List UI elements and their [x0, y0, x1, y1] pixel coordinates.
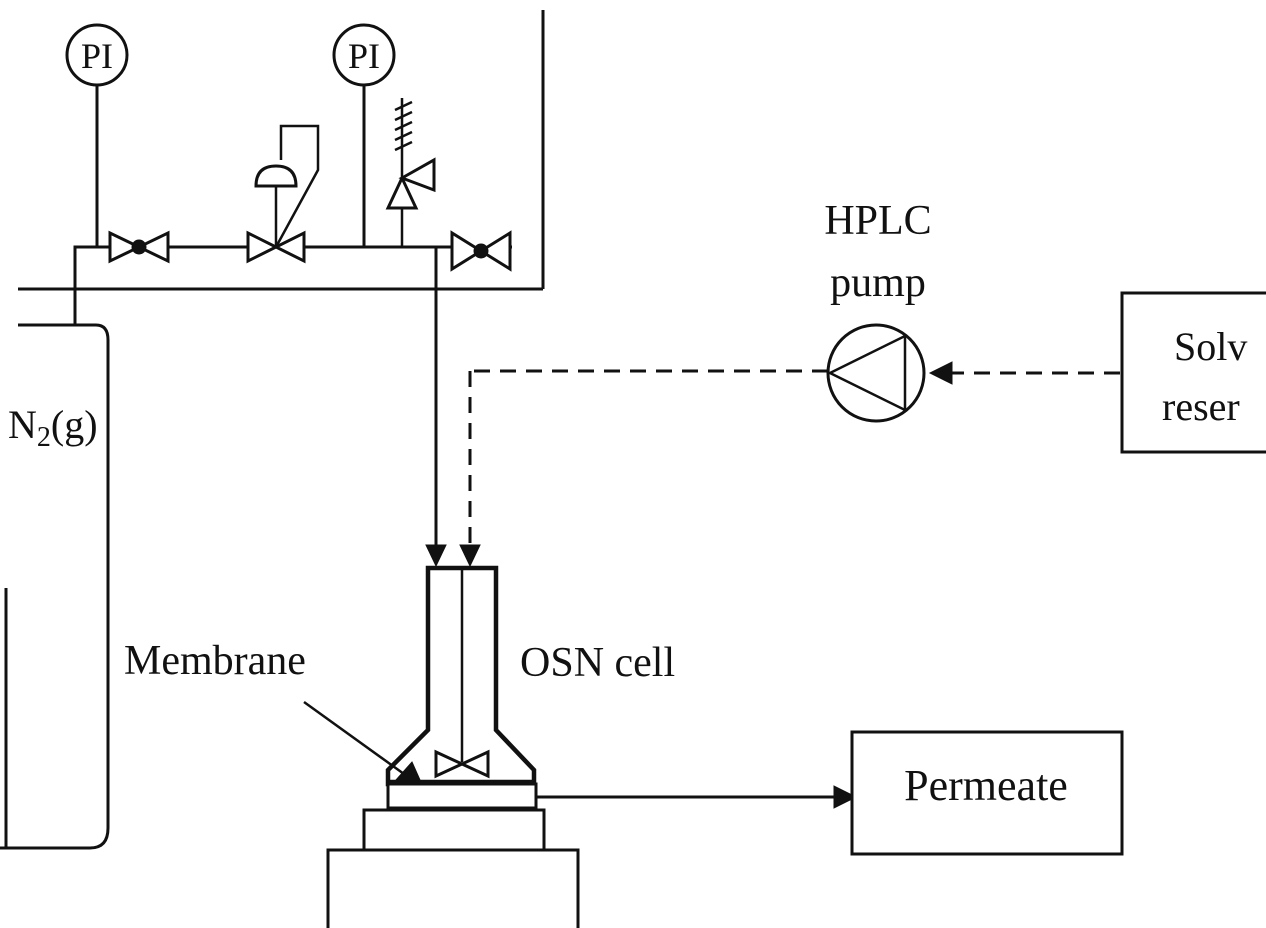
solvent-inlet-arrowhead	[459, 544, 481, 568]
ball-valve-vent-icon	[450, 230, 512, 272]
permeate-vessel: Permeate	[850, 730, 1124, 856]
pressure-indicator-right: PI	[332, 23, 396, 247]
manifold-enclosure	[18, 10, 545, 291]
permeate-arrowhead	[833, 785, 858, 809]
pressure-indicator-left: PI	[65, 23, 129, 247]
cell-base	[362, 808, 546, 852]
permeate-line	[536, 785, 858, 809]
solvent-feed-line	[459, 361, 1120, 568]
ball-valve-1-icon	[108, 230, 170, 264]
hplc-pump: HPLC pump	[824, 198, 932, 423]
reservoir-label-line1: Solv	[1174, 324, 1247, 369]
membrane-plate	[386, 782, 538, 810]
regulator-valve-icon	[246, 124, 320, 264]
reservoir-label-line2: reser	[1162, 384, 1240, 429]
cell-valve-icon	[434, 749, 466, 779]
gas-label: N2(g)	[8, 402, 98, 453]
membrane-pointer-arrowhead	[394, 761, 421, 781]
permeate-label: Permeate	[904, 761, 1068, 810]
membrane-label: Membrane	[124, 638, 306, 684]
pump-label-line2: pump	[830, 260, 926, 306]
pump-label-line1: HPLC	[824, 198, 931, 244]
gas-inlet-arrowhead	[425, 544, 447, 568]
pi-left-label: PI	[81, 36, 113, 76]
n2-cylinder: N2(g)	[0, 323, 110, 850]
cell-label: OSN cell	[520, 640, 675, 686]
pi-right-label: PI	[348, 36, 380, 76]
relief-valve-icon	[385, 98, 436, 247]
osn-cell: Membrane OSN cell	[124, 565, 675, 928]
gas-piping	[73, 245, 512, 568]
solvent-reservoir: Solv reser	[1120, 291, 1266, 454]
pump-inlet-arrowhead	[928, 361, 953, 385]
